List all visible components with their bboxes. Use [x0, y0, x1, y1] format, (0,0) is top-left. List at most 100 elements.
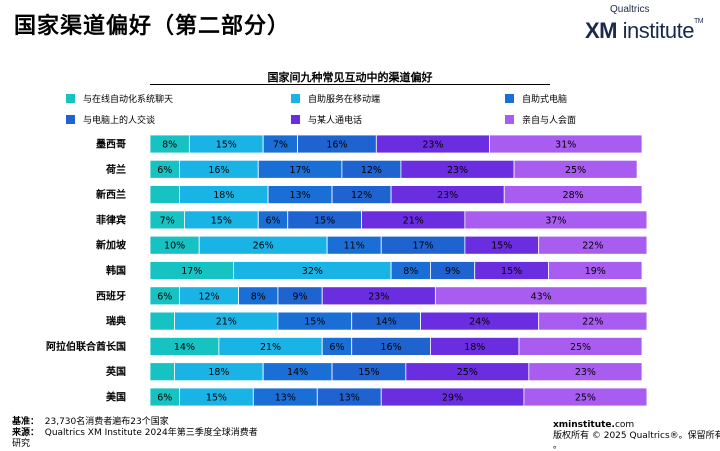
data-label: 23% — [422, 140, 443, 151]
data-label: 18% — [464, 342, 485, 353]
data-label: 6% — [157, 165, 172, 176]
bar-segment-in-person — [528, 362, 643, 382]
category-label: 新西兰 — [96, 188, 126, 201]
legend-swatch — [505, 115, 514, 124]
logo-institute: institute — [617, 18, 695, 43]
bar-segment-in-person — [434, 286, 648, 306]
data-label: 22% — [582, 241, 603, 252]
data-label: 13% — [289, 190, 310, 201]
data-label: 6% — [157, 291, 172, 302]
legend-swatch — [66, 115, 75, 124]
legend-swatch — [291, 115, 300, 124]
bar-segment-chat-automation — [149, 311, 176, 331]
footer-source: 来源： Qualtrics XM Institute 2024年第三季度全球消费… — [12, 428, 258, 438]
data-label: 23% — [368, 291, 389, 302]
category-label: 美国 — [106, 391, 126, 404]
data-label: 10% — [164, 241, 185, 252]
category-label: 阿拉伯联合酋长国 — [46, 340, 126, 353]
data-label: 15% — [211, 215, 232, 226]
data-label: 8% — [162, 140, 177, 151]
page-title: 国家渠道偏好（第二部分） — [14, 14, 291, 39]
legend-label: 与某人通电话 — [308, 116, 363, 126]
data-label: 19% — [585, 266, 606, 277]
legend-swatch — [291, 94, 300, 103]
data-label: 24% — [469, 317, 490, 328]
data-label: 25% — [457, 367, 478, 378]
data-label: 13% — [339, 393, 360, 404]
bar-segment-in-person — [518, 336, 643, 356]
data-label: 11% — [344, 241, 365, 252]
footer-site[interactable]: xminstitute.com — [553, 420, 634, 430]
data-label: 23% — [447, 165, 468, 176]
bar-segment-in-person — [538, 235, 648, 255]
legend-item-computer-self-service: 自助式电脑 — [505, 94, 567, 108]
data-label: 12% — [351, 190, 372, 201]
data-label: 15% — [491, 241, 512, 252]
bar-segment-chat-automation — [149, 362, 176, 382]
footer-copyright: 版权所有 © 2025 Qualtrics®。保留所有权利 — [553, 431, 720, 441]
data-label: 14% — [174, 342, 195, 353]
category-label: 墨西哥 — [96, 139, 126, 151]
footer-source-line2: 研究 — [12, 439, 31, 449]
data-label: 15% — [304, 317, 325, 328]
data-label: 21% — [216, 317, 237, 328]
legend-label: 自助式电脑 — [522, 95, 568, 105]
data-label: 28% — [563, 190, 584, 201]
data-label: 18% — [208, 367, 229, 378]
footer-base: 基准： 23,730名消费者遍布23个国家 — [12, 417, 169, 427]
data-label: 21% — [403, 215, 424, 226]
data-label: 16% — [208, 165, 229, 176]
chart-title: 国家间九种常见互动中的渠道偏好 — [267, 71, 433, 84]
footer-source-label: 来源： — [12, 428, 40, 438]
data-label: 23% — [575, 367, 596, 378]
xm-institute-logo: XM instituteTM — [585, 18, 704, 44]
data-label: 15% — [216, 140, 237, 151]
logo-tm: TM — [693, 18, 704, 25]
category-label: 西班牙 — [96, 289, 126, 302]
legend-label: 自助服务在移动端 — [308, 95, 381, 105]
legend-swatch — [505, 94, 514, 103]
legend-item-in-person: 亲自与人会面 — [505, 115, 576, 129]
legend-label: 与电脑上的人交谈 — [83, 116, 156, 126]
legend-item-chat-automation: 与在线自动化系统聊天 — [66, 94, 173, 108]
bar-segment-in-person — [538, 311, 648, 331]
data-label: 25% — [570, 342, 591, 353]
bar-segment-in-person — [503, 185, 643, 205]
data-label: 7% — [273, 140, 288, 151]
logo-xm: XM — [585, 18, 618, 43]
data-label: 16% — [326, 140, 347, 151]
category-label: 菲律宾 — [96, 213, 126, 226]
data-label: 14% — [376, 317, 397, 328]
legend-item-mobile-self-service: 自助服务在移动端 — [291, 94, 380, 108]
bar-segment-in-person — [464, 210, 648, 230]
bar-segment-in-person — [523, 387, 648, 407]
data-label: 15% — [358, 367, 379, 378]
data-label: 13% — [275, 393, 296, 404]
category-label: 瑞典 — [106, 315, 126, 328]
legend-item-phone-call: 与某人通电话 — [291, 115, 362, 129]
chart-title-rule — [150, 84, 550, 85]
data-label: 17% — [412, 241, 433, 252]
data-label: 6% — [329, 342, 344, 353]
data-label: 32% — [302, 266, 323, 277]
bar-segment-in-person — [489, 134, 643, 154]
footer-site-rest: com — [614, 420, 635, 430]
bar-segment-in-person — [548, 261, 643, 280]
data-label: 6% — [157, 393, 172, 404]
legend-label: 亲自与人会面 — [522, 116, 577, 126]
footer-base-text: 23,730名消费者遍布23个国家 — [44, 417, 169, 427]
footer-base-label: 基准： — [12, 417, 40, 427]
category-label: 韩国 — [106, 264, 126, 277]
category-label: 荷兰 — [105, 163, 126, 176]
data-label: 15% — [501, 266, 522, 277]
data-label: 9% — [293, 291, 308, 302]
data-label: 25% — [575, 393, 596, 404]
data-label: 18% — [213, 190, 234, 201]
category-label: 英国 — [105, 365, 126, 378]
footer-site-bold: xminstitute. — [553, 420, 615, 430]
data-label: 17% — [181, 266, 202, 277]
data-label: 16% — [381, 342, 402, 353]
footer-source-text: Qualtrics XM Institute 2024年第三季度全球消费者 — [44, 428, 258, 438]
bar-segment-in-person — [513, 159, 638, 179]
